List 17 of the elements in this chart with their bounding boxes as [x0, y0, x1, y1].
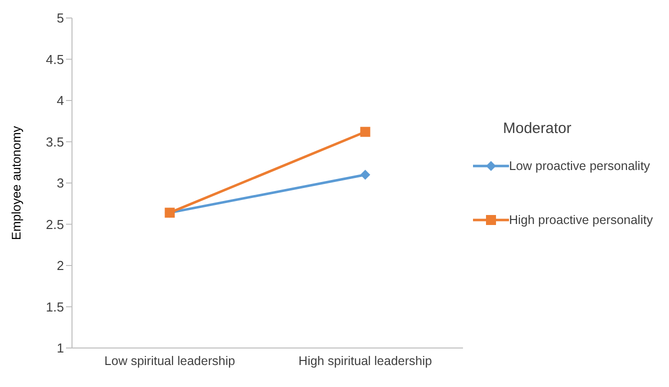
- legend-title: Moderator: [502, 120, 572, 136]
- y-tick-label: 3.5: [46, 134, 64, 150]
- y-tick-label: 4.5: [46, 52, 64, 67]
- y-tick-label: 3: [56, 176, 64, 191]
- y-tick-label: 5: [56, 10, 64, 26]
- y-axis-title: Employee autonomy: [9, 125, 24, 240]
- point: [360, 126, 370, 137]
- y-tick-label: 1: [56, 340, 64, 356]
- legend-label: Low proactive personality: [509, 158, 650, 172]
- x-tick-label: High spiritual leadership: [298, 354, 432, 368]
- y-tick-label: 4: [56, 93, 64, 108]
- point: [360, 170, 370, 180]
- y-tick-label: 2: [56, 258, 64, 274]
- y-tick-label: 1.5: [46, 299, 64, 314]
- y-tick-label: 2.5: [46, 216, 64, 232]
- legend-label: High proactive personality: [509, 212, 653, 226]
- x-tick-label: Low spiritual leadership: [104, 354, 236, 368]
